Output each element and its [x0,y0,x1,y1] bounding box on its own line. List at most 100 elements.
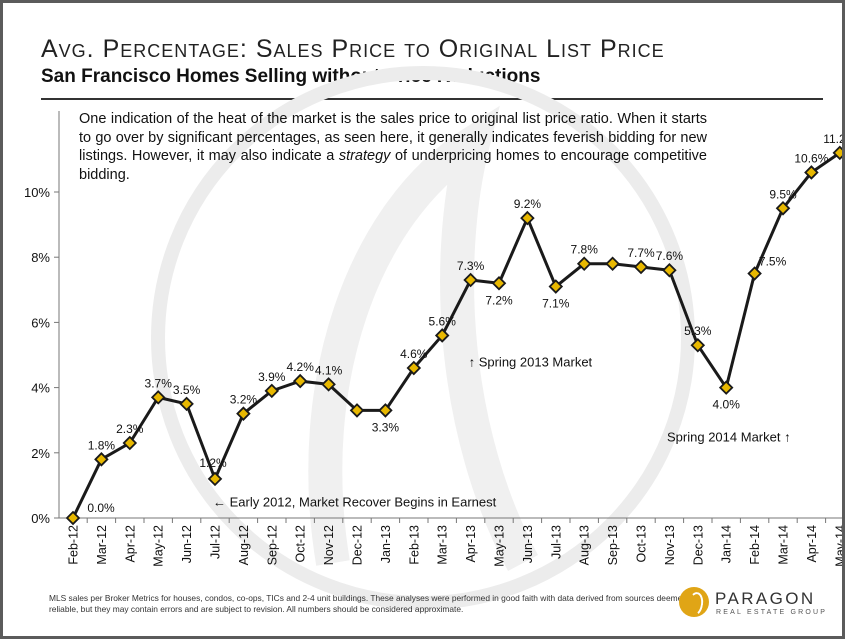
data-point-marker [832,145,842,161]
data-label: 7.7% [627,246,655,260]
y-tick-label: 8% [31,250,50,265]
x-tick-label: Jan-14 [720,525,734,563]
data-point-marker [236,406,251,421]
paragon-logo: PARAGON REAL ESTATE GROUP [679,583,829,623]
source-footnote: MLS sales per Broker Metrics for houses,… [49,593,687,614]
data-point-marker [406,360,422,376]
y-tick-label: 2% [31,446,50,461]
data-label: 2.3% [116,422,144,436]
data-label: 7.3% [457,259,485,273]
y-tick-label: 4% [31,381,50,396]
chart-axes: 0% 2% 4% 6% 8% 10% Feb-12 Mar-12 Apr-12 May-12 Jun… [24,111,842,567]
data-label: 7.1% [542,297,570,311]
data-label: 3.7% [145,376,173,390]
x-tick-label: Nov-13 [663,525,677,565]
data-point-marker [491,276,507,291]
x-tick-label: Aug-13 [578,525,592,565]
data-label: 7.5% [759,255,787,269]
data-point-marker [65,510,81,526]
data-label: 3.2% [230,393,258,407]
data-point-marker [122,435,138,451]
data-point-marker [690,337,706,353]
chart-series: 0.0% 1.8%2.3% 3.7% 3.5% 1.2% 3.2%3.9%4.2% 4.1%… [65,132,842,526]
data-label: 3.5% [173,383,201,397]
data-label: 4.2% [287,360,315,374]
x-tick-label: Feb-13 [407,525,421,565]
data-label: 4.0% [713,398,741,412]
data-point-marker [775,201,791,216]
data-point-marker [633,259,649,275]
data-point-marker [804,165,819,180]
intro-text: One indication of the heat of the market… [79,110,707,185]
x-tick-label: Dec-13 [691,525,705,565]
data-label: 7.6% [656,249,684,263]
data-label: 5.6% [429,314,457,328]
data-point-marker [576,256,592,271]
intro-text-emphasis: strategy [338,148,391,165]
line-chart: 0% 2% 4% 6% 8% 10% Feb-12 Mar-12 Apr-12 May-12 Jun… [24,66,842,610]
data-point-marker [662,262,677,278]
x-tick-label: Oct-13 [635,525,649,563]
x-tick-label: May-12 [152,525,166,567]
data-point-marker [463,272,478,288]
data-point-marker [207,471,223,487]
chart-annotation: ← Early 2012, Market Recover Begins in E… [213,495,497,510]
data-label: 10.6% [794,151,828,165]
x-tick-label: Sep-13 [606,525,620,565]
x-tick-label: Oct-12 [294,525,308,563]
data-point-marker [747,266,762,281]
watermark-mark [308,105,538,572]
data-label: 7.2% [485,293,513,307]
x-tick-label: Jun-13 [521,525,535,563]
data-label: 1.8% [88,438,116,452]
chart-annotation: Spring 2014 Market ↑ [667,430,791,445]
data-point-marker [150,390,166,405]
data-label: 7.8% [571,243,599,257]
data-label: 5.3% [684,324,712,338]
logo-name: PARAGON [715,589,816,608]
x-tick-label: Mar-13 [436,525,450,565]
watermark-logo [151,66,695,610]
data-point-marker [292,373,308,389]
data-point-marker [434,328,450,343]
data-label: 4.1% [315,363,343,377]
data-point-marker [378,403,393,418]
data-point-marker [264,383,280,399]
chart-annotations: ← Early 2012, Market Recover Begins in E… [213,355,791,510]
x-tick-label: May-13 [493,525,507,567]
data-label: 3.3% [372,420,400,434]
intro-text-part: of underpricing homes to encourage compe… [79,148,707,184]
intro-text-part: One indication of the heat of the market… [79,111,707,165]
y-tick-label: 0% [31,511,50,526]
x-tick-label: Apr-12 [123,525,137,563]
x-tick-label: Apr-14 [805,525,819,563]
data-point-marker [520,210,535,226]
x-tick-label: Jul-12 [209,525,223,559]
data-label: 0.0% [87,501,115,515]
x-tick-label: Dec-12 [351,525,365,565]
data-point-marker [179,396,194,412]
x-tick-label: Feb-12 [67,525,81,565]
x-tick-label: May-14 [833,525,842,567]
x-tick-label: Mar-12 [95,525,109,565]
data-point-marker [321,377,336,392]
data-point-marker [349,403,365,418]
data-label: 1.2% [199,456,227,470]
x-tick-label: Nov-12 [322,525,336,565]
data-label: 11.2% [823,132,842,146]
y-tick-label: 6% [31,315,50,330]
data-label: 4.6% [400,347,428,361]
data-point-marker [548,279,564,294]
x-tick-label: Feb-14 [748,525,762,565]
paragon-logo-icon [679,587,709,617]
data-label: 3.9% [258,370,286,384]
x-tick-label: Sep-12 [265,525,279,565]
data-point-marker [605,256,620,271]
watermark-ring [151,66,695,610]
y-tick-label: 10% [24,185,50,200]
x-tick-label: Aug-12 [237,525,251,565]
data-point-marker [718,380,734,395]
x-tick-label: Apr-13 [464,525,478,563]
data-label: 9.2% [514,197,542,211]
